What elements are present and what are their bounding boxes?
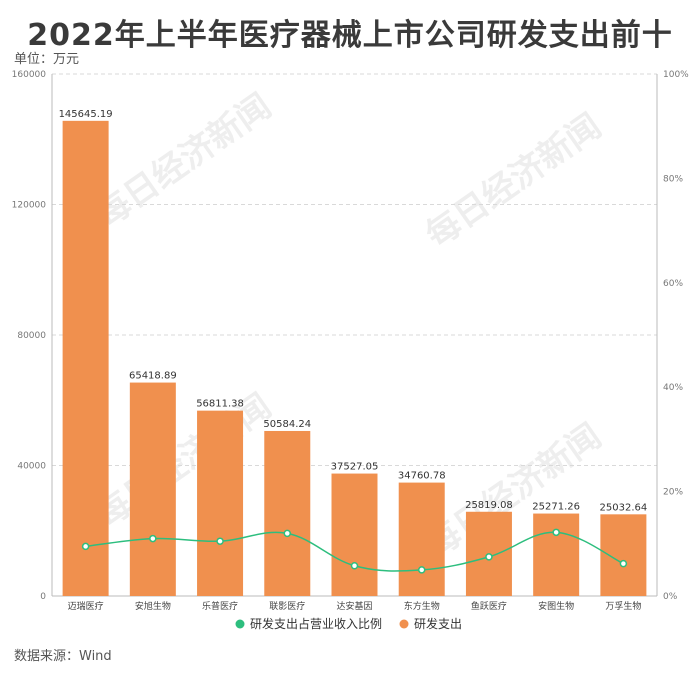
y-left-tick-label: 160000	[12, 70, 47, 80]
bar	[129, 382, 176, 596]
y-right-tick-label: 0%	[663, 592, 678, 602]
y-right-tick-label: 60%	[663, 279, 683, 289]
bar	[398, 482, 445, 596]
x-tick-label: 东方生物	[404, 600, 440, 612]
ratio-point	[81, 542, 90, 551]
watermark-text: 每日经济新闻	[89, 86, 279, 236]
bar-value-label: 25032.64	[600, 502, 648, 513]
bar	[62, 120, 109, 596]
source-label: 数据来源：Wind	[14, 649, 112, 664]
bar	[533, 513, 580, 596]
legend-label-ratio: 研发支出占营业收入比例	[250, 616, 382, 631]
y-right-tick-label: 40%	[663, 383, 683, 393]
bar	[331, 473, 378, 596]
x-tick-label: 迈瑞医疗	[68, 600, 104, 612]
x-tick-label: 安图生物	[538, 600, 574, 612]
y-right-tick-label: 100%	[663, 70, 689, 80]
ratio-point	[350, 561, 359, 570]
bar-value-label: 34760.78	[398, 471, 446, 482]
bar-value-label: 65418.89	[129, 371, 177, 382]
y-left-tick-label: 40000	[17, 462, 46, 472]
x-tick-label: 乐普医疗	[202, 600, 238, 612]
watermark-text: 每日经济新闻	[419, 416, 609, 566]
bar	[600, 514, 647, 596]
bar-value-label: 145645.19	[59, 109, 113, 120]
bar-value-label: 25271.26	[532, 502, 580, 513]
y-left-tick-label: 80000	[17, 331, 46, 341]
x-tick-label: 联影医疗	[269, 600, 305, 612]
bar-value-label: 56811.38	[196, 399, 244, 410]
y-left-tick-label: 120000	[12, 201, 47, 211]
bar-value-label: 37527.05	[331, 462, 379, 473]
ratio-point	[552, 528, 560, 537]
chart-title: 2022年上半年医疗器械上市公司研发支出前十	[27, 18, 673, 53]
ratio-point	[619, 559, 628, 568]
unit-label: 单位：万元	[14, 52, 80, 67]
ratio-point	[216, 537, 224, 545]
ratio-point	[417, 566, 426, 574]
legend-marker-rd	[399, 619, 409, 629]
x-tick-label: 鱼跃医疗	[471, 600, 507, 612]
x-tick-label: 安旭生物	[135, 600, 171, 612]
ratio-point	[149, 534, 157, 543]
watermark-text: 每日经济新闻	[89, 386, 279, 536]
y-left-tick-label: 0	[40, 592, 46, 602]
bar	[197, 410, 244, 596]
x-tick-label: 万孚生物	[605, 600, 641, 612]
ratio-point	[485, 553, 493, 561]
legend-label-rd: 研发支出	[414, 616, 462, 631]
bar	[264, 430, 311, 596]
ratio-point	[283, 529, 292, 538]
y-right-tick-label: 20%	[663, 488, 683, 498]
bar-value-label: 50584.24	[263, 419, 311, 430]
x-tick-label: 达安基因	[336, 600, 372, 612]
y-right-tick-label: 80%	[663, 174, 683, 184]
bar-value-label: 25819.08	[465, 500, 513, 511]
legend-marker-ratio	[235, 619, 245, 629]
watermark-text: 每日经济新闻	[419, 106, 609, 256]
